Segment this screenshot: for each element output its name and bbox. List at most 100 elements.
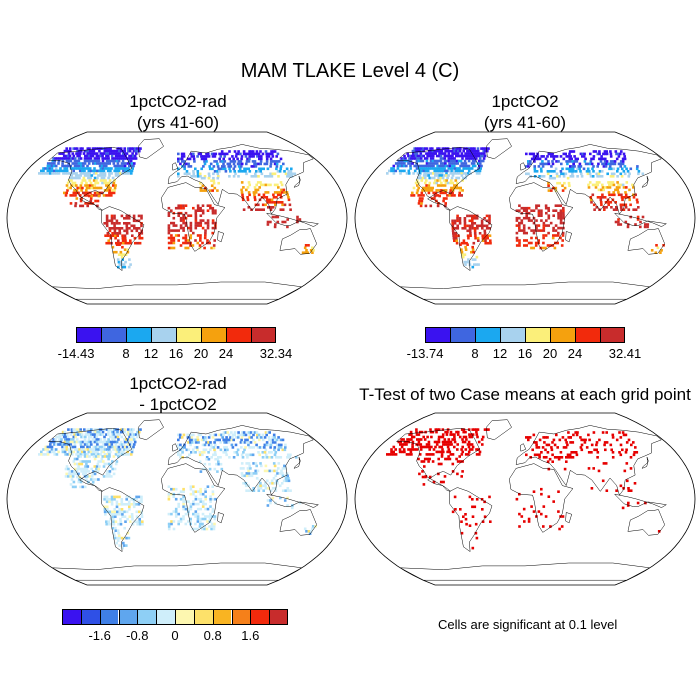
grid-cell [109, 159, 113, 163]
colorbar-swatch [212, 609, 232, 625]
grid-cell [263, 451, 267, 454]
grid-cell [589, 152, 592, 156]
continent-outline [265, 493, 320, 508]
grid-cell [48, 445, 52, 449]
grid-cell [485, 224, 489, 228]
grid-cell [460, 448, 463, 451]
grid-cell [94, 478, 98, 481]
grid-cell [429, 162, 433, 165]
grid-cell [443, 157, 447, 160]
grid-cell [105, 522, 108, 526]
grid-cell [46, 445, 50, 449]
grid-cell [572, 170, 576, 173]
grid-cell [654, 251, 658, 254]
grid-cell [269, 489, 273, 492]
grid-cell [121, 546, 124, 550]
grid-cell [94, 455, 98, 458]
grid-cell [194, 219, 198, 222]
grid-cell [522, 226, 526, 230]
grid-cell [244, 446, 247, 449]
grid-cell [535, 204, 538, 207]
grid-cell [85, 159, 89, 163]
grid-cell [184, 239, 188, 242]
grid-cell [107, 522, 111, 526]
grid-cell [459, 169, 462, 173]
grid-cell [422, 147, 425, 150]
grid-cell [600, 170, 604, 173]
grid-cell [132, 438, 136, 441]
grid-cell [94, 199, 97, 203]
grid-cell [287, 196, 290, 199]
grid-cell [69, 483, 73, 486]
grid-cell [238, 162, 242, 166]
grid-cell [119, 430, 123, 434]
grid-cell [78, 169, 82, 173]
grid-cell [107, 157, 110, 160]
grid-cell [219, 167, 223, 171]
grid-cell [474, 428, 478, 431]
grid-cell [52, 438, 55, 441]
grid-cell [80, 462, 84, 466]
grid-cell [247, 441, 251, 444]
grid-cell [208, 525, 211, 528]
grid-cell [481, 520, 485, 523]
grid-cell [191, 244, 195, 247]
grid-cell [118, 154, 122, 158]
grid-cell [455, 154, 458, 158]
grid-cell [557, 510, 560, 513]
grid-cell [421, 197, 424, 200]
grid-cell [585, 170, 589, 173]
grid-cell [109, 440, 113, 444]
grid-cell [187, 226, 190, 230]
grid-cell [622, 170, 626, 173]
grid-cell [184, 512, 188, 516]
grid-cell [105, 505, 109, 509]
grid-cell [446, 194, 449, 197]
grid-cell [609, 181, 612, 184]
grid-cell [121, 513, 124, 516]
grid-cell [96, 462, 100, 466]
grid-cell [55, 172, 59, 175]
grid-cell [74, 191, 78, 195]
grid-cell [174, 497, 178, 501]
grid-cell [566, 443, 569, 447]
grid-cell [246, 456, 249, 459]
grid-cell [462, 515, 465, 518]
grid-cell [177, 520, 180, 523]
grid-cell [100, 445, 104, 449]
grid-cell [68, 154, 72, 158]
grid-cell [415, 149, 418, 153]
grid-cell [91, 472, 95, 476]
grid-cell [245, 162, 248, 166]
grid-cell [188, 172, 191, 176]
grid-cell [79, 204, 82, 208]
grid-cell [255, 208, 258, 211]
grid-cell [251, 431, 255, 434]
grid-cell [273, 150, 277, 153]
grid-cell [277, 186, 280, 189]
colorbar-swatch [151, 327, 176, 343]
grid-cell [119, 428, 123, 431]
grid-cell [273, 446, 277, 449]
grid-cell [201, 522, 204, 526]
grid-cell [106, 189, 109, 192]
grid-cell [237, 152, 240, 156]
grid-cell [431, 157, 435, 160]
grid-cell [172, 221, 176, 225]
grid-cell [622, 487, 625, 490]
grid-cell [73, 172, 76, 175]
grid-cell [194, 226, 198, 230]
grid-cell [477, 159, 481, 163]
grid-cell [80, 448, 83, 451]
grid-cell [105, 157, 108, 160]
grid-cell [108, 172, 111, 175]
grid-cell [257, 433, 261, 437]
grid-cell [458, 455, 461, 458]
grid-cell [269, 499, 272, 502]
grid-cell [98, 169, 101, 173]
grid-cell [468, 448, 472, 451]
grid-cell [559, 221, 563, 225]
grid-cell [213, 186, 217, 190]
grid-cell [102, 428, 105, 431]
grid-cell [101, 440, 105, 444]
